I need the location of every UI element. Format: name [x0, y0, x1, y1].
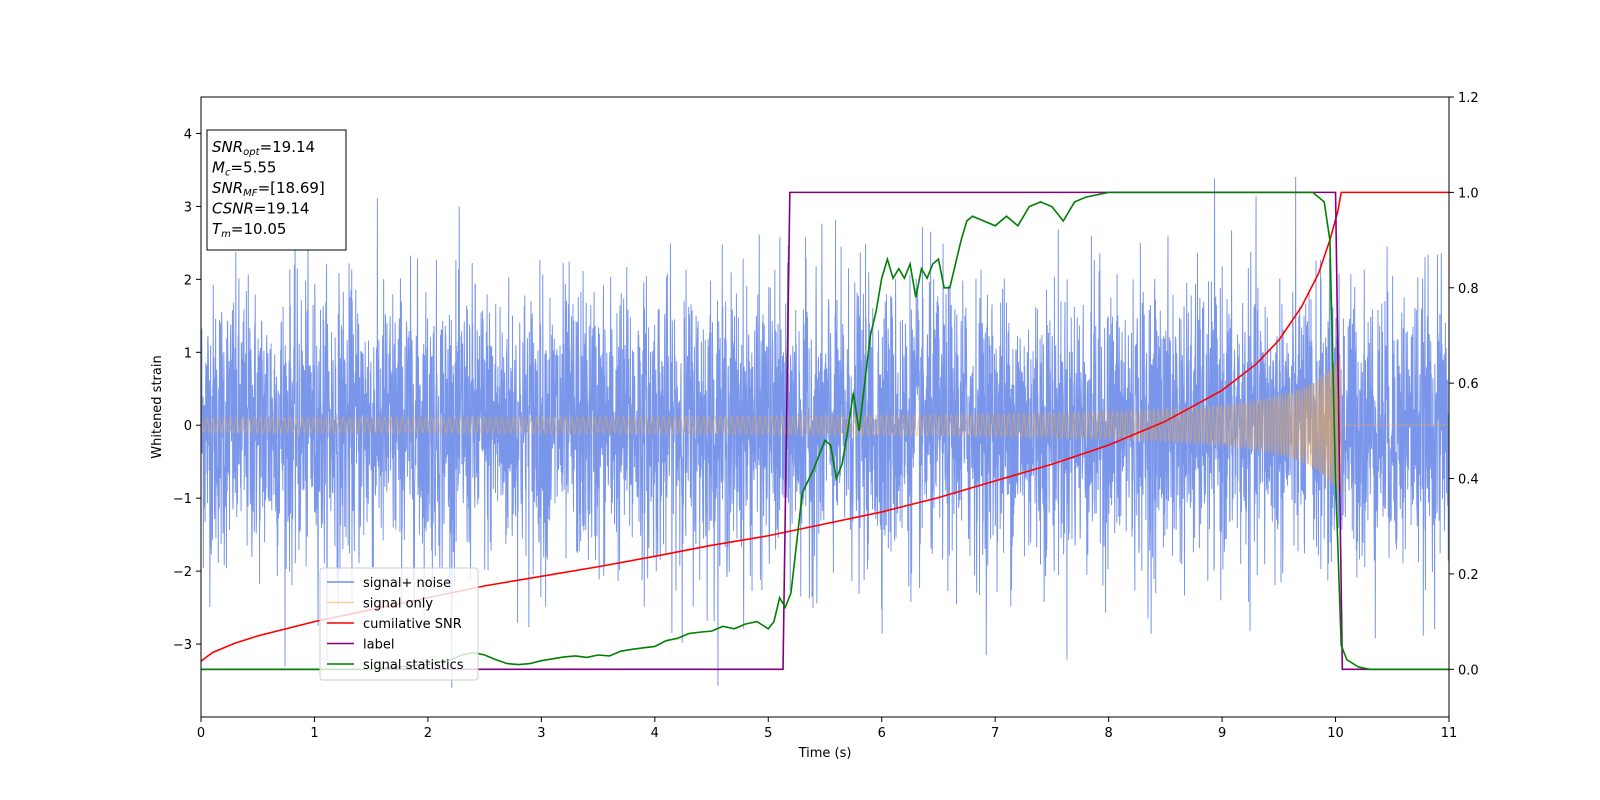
x-tick-label: 5 [764, 726, 772, 741]
annotation-subscript: opt [243, 147, 260, 158]
y-axis-left: −3 −2 −1 0 1 2 3 4 [173, 127, 201, 653]
x-tick-label: 4 [651, 726, 659, 741]
legend-entry-label: signal+ noise [363, 576, 451, 591]
annotation-value: =10.05 [231, 220, 287, 238]
annotation-line: CSNR=19.14 [212, 200, 309, 218]
y2-tick-label: 1.0 [1458, 186, 1479, 201]
y2-tick-label: 0.4 [1458, 473, 1479, 488]
legend: signal+ noise signal only cumilative SNR la… [320, 568, 478, 680]
y-tick-label: −1 [173, 492, 192, 507]
y-tick-label: 4 [184, 127, 192, 142]
annotation-symbol: SNR [212, 179, 243, 197]
y-tick-label: 1 [184, 346, 192, 361]
y-tick-label: −3 [173, 638, 192, 653]
annotation-line: SNRopt=19.14 [212, 138, 315, 158]
annotation-box: SNRopt=19.14Mc=5.55SNRMF=[18.69]CSNR=19.… [207, 130, 346, 250]
x-tick-label: 8 [1104, 726, 1112, 741]
annotation-line: Mc=5.55 [212, 159, 276, 179]
y-tick-label: 2 [184, 273, 192, 288]
annotation-value: =[18.69] [258, 179, 325, 197]
x-tick-label: 10 [1327, 726, 1344, 741]
x-tick-label: 11 [1441, 726, 1458, 741]
y2-tick-label: 0.6 [1458, 377, 1479, 392]
legend-entry-label: cumilative SNR [363, 617, 462, 632]
x-axis-label: Time (s) [798, 746, 852, 761]
y-tick-label: 0 [184, 419, 192, 434]
legend-entry-label: signal only [363, 597, 433, 612]
y2-tick-label: 0.8 [1458, 282, 1479, 297]
annotation-symbol: SNR [212, 138, 243, 156]
x-tick-label: 0 [197, 726, 205, 741]
x-tick-label: 6 [878, 726, 886, 741]
annotation-symbol: CSNR [212, 200, 254, 218]
x-tick-label: 3 [537, 726, 545, 741]
x-axis: 0 1 2 3 4 5 6 7 8 9 10 11 [197, 717, 1457, 741]
x-tick-label: 2 [424, 726, 432, 741]
annotation-subscript: MF [243, 188, 258, 199]
annotation-value: =5.55 [230, 159, 276, 177]
annotation-subscript: m [221, 229, 231, 240]
x-tick-label: 9 [1218, 726, 1226, 741]
x-tick-label: 7 [991, 726, 999, 741]
x-tick-label: 1 [310, 726, 318, 741]
annotation-symbol: M [212, 159, 225, 177]
y-tick-label: 3 [184, 200, 192, 215]
annotation-line: SNRMF=[18.69] [212, 179, 325, 199]
y2-tick-label: 1.2 [1458, 91, 1479, 106]
y2-tick-label: 0.2 [1458, 568, 1479, 583]
legend-entry-label: signal statistics [363, 658, 464, 673]
annotation-value: =19.14 [254, 200, 310, 218]
y-axis-right: 0.0 0.2 0.4 0.6 0.8 1.0 1.2 [1449, 91, 1479, 678]
legend-entry-label: label [363, 638, 394, 653]
annotation-value: =19.14 [260, 138, 316, 156]
y2-tick-label: 0.0 [1458, 663, 1479, 678]
y-tick-label: −2 [173, 565, 192, 580]
y-axis-label: Whitened strain [150, 355, 165, 458]
